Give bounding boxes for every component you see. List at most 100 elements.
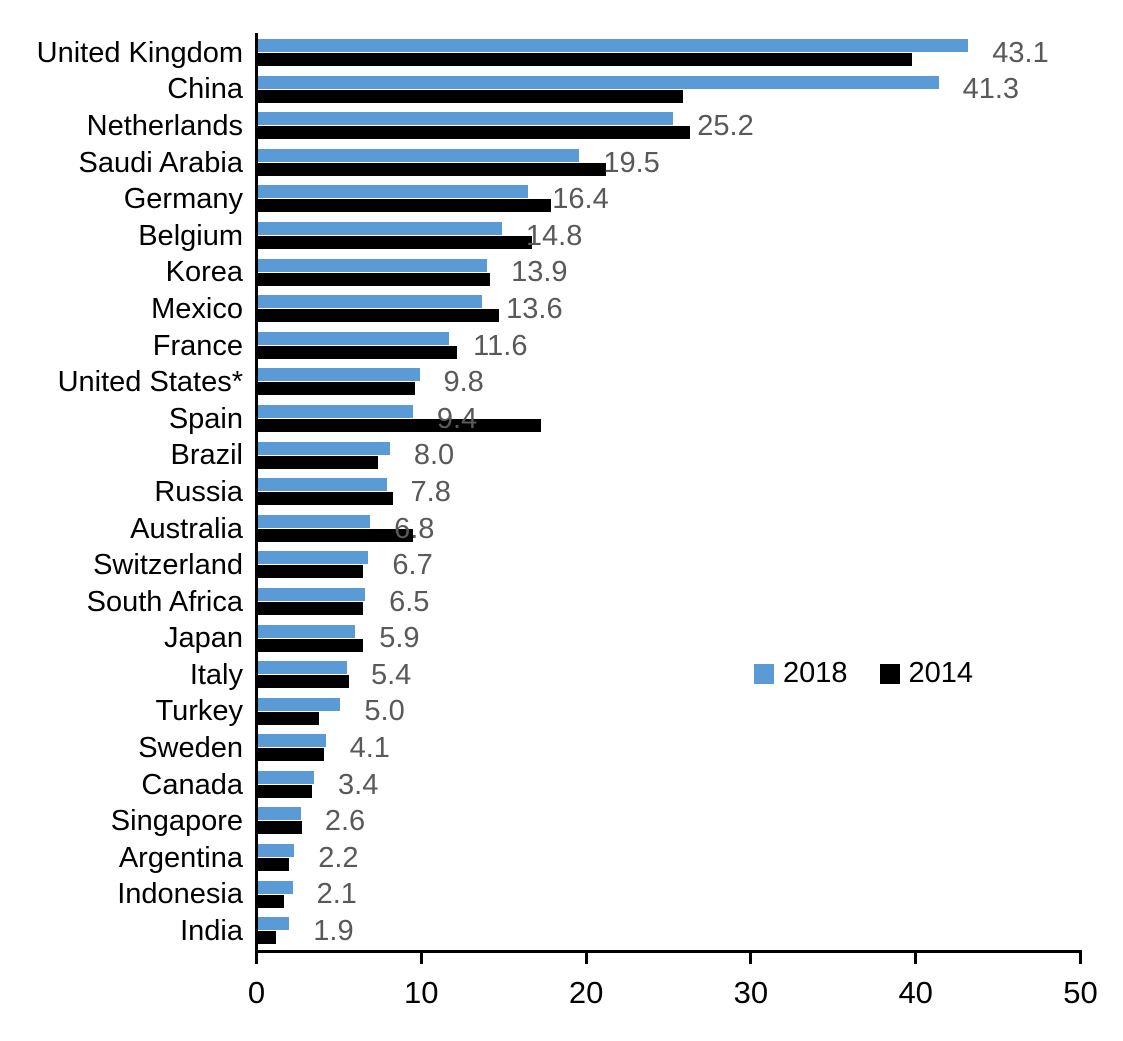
chart-row: Canada 3.4: [0, 767, 1123, 804]
bar-2014: [258, 89, 684, 103]
x-axis-tick: [584, 950, 588, 964]
chart-row: Belgium 14.8: [0, 218, 1123, 255]
bar-2018: [258, 770, 315, 784]
data-label: 43.1: [992, 36, 1049, 69]
legend-swatch-icon: [879, 663, 900, 684]
data-label: 1.9: [313, 915, 354, 948]
bar-group: 43.1: [255, 35, 1123, 72]
data-label: 5.9: [379, 622, 420, 655]
category-label: Germany: [123, 183, 243, 216]
x-axis-tick: [419, 950, 423, 964]
bar-2014: [258, 162, 606, 176]
x-axis-tick-label: 40: [898, 975, 933, 1010]
data-label: 13.9: [511, 256, 568, 289]
bar-group: 2.6: [255, 803, 1123, 840]
bar-2018: [258, 221, 502, 235]
chart-row: Russia 7.8: [0, 474, 1123, 511]
chart-row: Germany 16.4: [0, 181, 1123, 218]
chart-row: China 41.3: [0, 72, 1123, 109]
data-label: 3.4: [338, 768, 379, 801]
chart-row: Netherlands 25.2: [0, 108, 1123, 145]
chart-row: Australia 6.8: [0, 511, 1123, 548]
chart-row: Mexico 13.6: [0, 291, 1123, 328]
bar-group: 2.2: [255, 840, 1123, 877]
x-axis-tick: [914, 950, 918, 964]
x-axis-tick-label: 20: [568, 975, 604, 1010]
category-label: Spain: [168, 402, 243, 435]
bar-2014: [258, 711, 319, 725]
y-axis-line: [255, 33, 258, 953]
data-label: 9.4: [436, 402, 478, 435]
bar-2014: [258, 601, 364, 615]
category-label: Mexico: [151, 292, 243, 325]
legend-item-2018: 2018: [754, 657, 848, 690]
bar-2014: [258, 492, 394, 506]
bar-group: 41.3: [255, 72, 1123, 109]
category-label: China: [167, 73, 243, 106]
bar-2014: [258, 272, 491, 286]
chart-row: France 11.6: [0, 328, 1123, 365]
bar-2018: [258, 551, 369, 565]
x-axis-tick-label: 0: [247, 975, 266, 1010]
bar-2018: [258, 185, 529, 199]
chart-row: Italy 5.4: [0, 657, 1123, 694]
chart-row: Singapore 2.6: [0, 803, 1123, 840]
bar-2014: [258, 675, 349, 689]
bar-2018: [258, 404, 413, 418]
legend-item-2014: 2014: [879, 657, 974, 690]
data-label: 6.8: [394, 512, 435, 545]
legend-label: 2014: [908, 657, 974, 689]
bar-group: 2.1: [255, 877, 1123, 914]
category-label: Australia: [130, 512, 243, 545]
x-axis-tick: [1079, 950, 1082, 964]
bar-2014: [258, 455, 379, 469]
bar-2014: [258, 382, 415, 396]
x-axis-tick-label: 10: [404, 975, 439, 1010]
data-label: 2.2: [318, 841, 359, 874]
bar-2018: [258, 75, 939, 89]
category-label: France: [152, 329, 243, 362]
chart-row: Turkey 5.0: [0, 694, 1123, 731]
chart-row: Indonesia 2.1: [0, 877, 1123, 914]
bar-group: 13.9: [255, 255, 1123, 292]
chart-row: Switzerland 6.7: [0, 547, 1123, 584]
bar-group: 9.8: [255, 364, 1123, 401]
plot-area: United Kingdom 43.1 China 41.3 Netherlands 25…: [0, 35, 1123, 950]
data-label: 5.0: [364, 695, 405, 728]
chart-row: India 1.9: [0, 913, 1123, 950]
bar-2018: [258, 880, 293, 894]
chart-row: Saudi Arabia 19.5: [0, 145, 1123, 182]
category-label: Sweden: [138, 732, 243, 765]
category-label: Saudi Arabia: [78, 146, 243, 179]
bar-2014: [258, 858, 290, 872]
bar-2014: [258, 821, 303, 835]
bar-2018: [258, 295, 483, 309]
chart-row: Japan 5.9: [0, 621, 1123, 658]
bar-2014: [258, 199, 552, 213]
bar-group: 8.0: [255, 438, 1123, 475]
bar-group: 9.4: [255, 401, 1123, 438]
bar-2014: [258, 894, 285, 908]
category-label: Italy: [189, 658, 243, 691]
bar-2014: [258, 784, 313, 798]
data-label: 5.4: [370, 658, 412, 691]
category-label: India: [180, 915, 243, 948]
category-label: Russia: [154, 475, 243, 508]
bar-2014: [258, 528, 413, 542]
bar-2018: [258, 661, 347, 675]
bar-2018: [258, 844, 295, 858]
chart-row: Korea 13.9: [0, 255, 1123, 292]
bar-group: 5.4: [255, 657, 1123, 694]
x-axis-tick-label: 30: [733, 975, 769, 1010]
bar-2014: [258, 309, 499, 323]
legend: 2018 2014: [754, 657, 973, 690]
bar-2018: [258, 624, 356, 638]
bar-2018: [258, 587, 366, 601]
data-label: 14.8: [525, 219, 583, 252]
data-label: 6.5: [389, 585, 430, 618]
bar-2018: [258, 39, 969, 52]
chart-row: United States* 9.8: [0, 364, 1123, 401]
data-label: 11.6: [473, 329, 528, 362]
bar-2018: [258, 917, 290, 931]
data-label: 2.1: [316, 878, 357, 911]
